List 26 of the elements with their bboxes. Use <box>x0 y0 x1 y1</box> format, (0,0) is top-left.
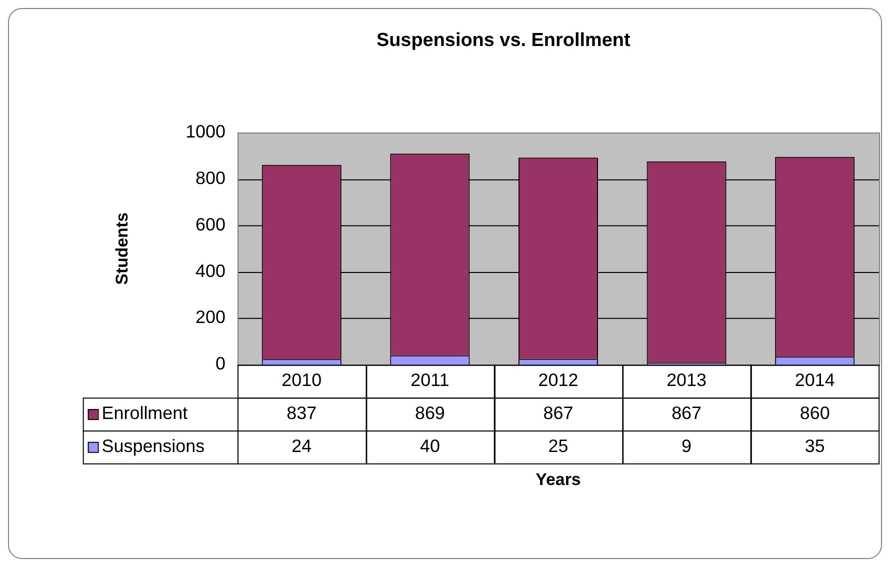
data-label: 867 <box>672 402 702 423</box>
data-label: 837 <box>286 402 317 423</box>
data-label: 867 <box>543 402 574 423</box>
data-label: 24 <box>292 436 312 456</box>
data-label: 25 <box>548 436 568 456</box>
x-tick-label: 2014 <box>794 370 835 390</box>
legend-label: Suspensions <box>102 436 205 456</box>
y-tick-label: 600 <box>196 214 226 234</box>
x-axis-title: Years <box>536 470 581 489</box>
chart-title: Suspensions vs. Enrollment <box>376 30 631 52</box>
x-tick-label: 2011 <box>410 370 450 390</box>
data-label: 869 <box>414 402 445 423</box>
x-tick-label: 2010 <box>282 370 322 390</box>
y-tick-label: 200 <box>196 307 226 328</box>
x-tick-label: 2012 <box>538 370 578 390</box>
data-label: 9 <box>682 436 692 456</box>
data-label: 860 <box>800 402 830 423</box>
y-tick-label: 400 <box>196 260 226 281</box>
data-label: 35 <box>804 436 825 456</box>
x-tick-label: 2013 <box>666 370 707 390</box>
data-label: 40 <box>420 436 440 456</box>
y-tick-label: 0 <box>216 354 226 374</box>
legend-label: Enrollment <box>102 402 188 423</box>
y-tick-label: 1000 <box>186 122 226 142</box>
y-tick-label: 800 <box>196 168 226 188</box>
y-axis-title: Students <box>112 212 132 285</box>
